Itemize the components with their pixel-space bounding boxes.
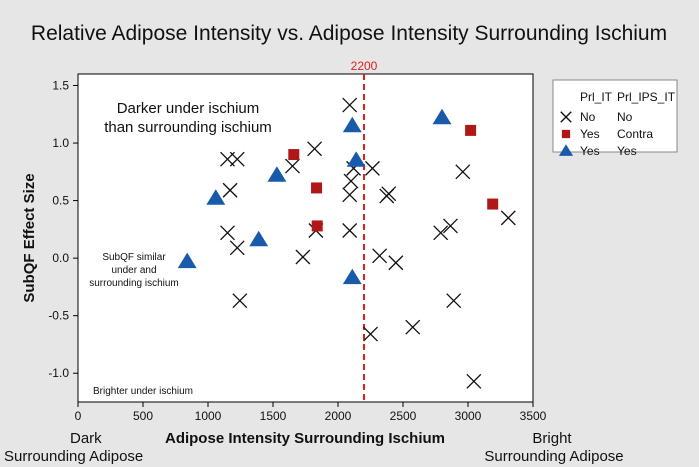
data-point-square [465,124,477,136]
x-tick-label: 3500 [520,409,547,423]
reference-line-label: 2200 [351,59,378,73]
data-point-x [466,373,482,389]
x-tick-label: 1000 [195,409,222,423]
data-point-x [220,225,235,241]
data-point-triangle [267,166,287,182]
y-tick-label: 0.0 [52,251,69,265]
x-tick-label: 2500 [390,409,417,423]
data-point-triangle [346,151,366,167]
legend-header: Prl_IPS_IT [617,90,676,104]
data-point-x [446,293,462,309]
legend-marker-x [560,111,572,123]
data-point-x [500,210,516,226]
y-axis-label: SubQF Effect Size [21,173,38,302]
x-tick-label: 2000 [325,409,352,423]
plot-area [77,73,534,403]
data-point-triangle [342,268,362,285]
data-point-square [288,149,300,161]
y-tick-label: -0.5 [48,309,69,323]
data-point-square [311,220,323,232]
legend-entry-label: Contra [617,127,653,141]
data-point-x [342,97,358,113]
legend-marker-square [561,129,571,139]
x-tick-label: 1500 [260,409,287,423]
legend-entry-label: Yes [617,144,637,158]
y-tick-label: 0.5 [52,194,69,208]
data-point-x [222,182,238,198]
chart-title: Relative Adipose Intensity vs. Adipose I… [31,22,667,45]
x-end-label-right: Surrounding Adipose [484,448,623,465]
legend-entry-label: Yes [580,127,600,141]
data-point-x [229,240,245,256]
legend-marker-triangle [558,144,574,156]
x-end-label-left: Surrounding Adipose [4,448,143,465]
annotation: Brighter under ischium [93,386,193,397]
data-point-square [311,182,323,194]
data-point-triangle [249,230,269,247]
x-axis-label: Adipose Intensity Surrounding Ischium [165,430,445,447]
data-point-x [364,160,380,176]
legend-header: Prl_IT [580,90,613,104]
data-point-triangle [206,189,226,205]
data-point-x [295,249,311,265]
y-tick-label: -1.0 [48,366,69,380]
data-point-x [388,255,404,271]
data-point-x [285,158,300,174]
data-point-square [487,198,499,210]
x-tick-label: 0 [75,409,82,423]
data-point-x [372,248,388,264]
data-point-x [342,187,358,203]
annotation: Darker under ischium than surrounding isc… [104,100,272,136]
y-tick-label: 1.5 [52,79,69,93]
x-tick-label: 3000 [455,409,482,423]
data-point-x [405,319,421,335]
y-tick-label: 1.0 [52,136,69,150]
legend-box [552,79,678,153]
data-point-triangle [177,252,197,269]
data-point-x [433,225,449,241]
data-point-x [229,151,245,167]
data-point-x [381,186,397,202]
data-point-x [442,218,458,234]
x-end-label-right: Bright [532,430,572,447]
legend-entry-label: No [617,110,633,124]
legend-entry-label: Yes [580,144,600,158]
data-point-x [232,293,248,309]
data-point-triangle [432,108,452,125]
data-point-x [363,326,378,342]
data-point-x [343,173,359,189]
x-end-label-left: Dark [70,430,102,447]
annotation: SubQF similar under and surrounding ischiu… [89,252,179,289]
legend-entry-label: No [580,110,596,124]
data-point-triangle [342,116,362,133]
x-tick-label: 500 [133,409,153,423]
data-point-x [455,164,471,180]
data-point-x [307,141,323,157]
data-point-x [342,223,358,238]
